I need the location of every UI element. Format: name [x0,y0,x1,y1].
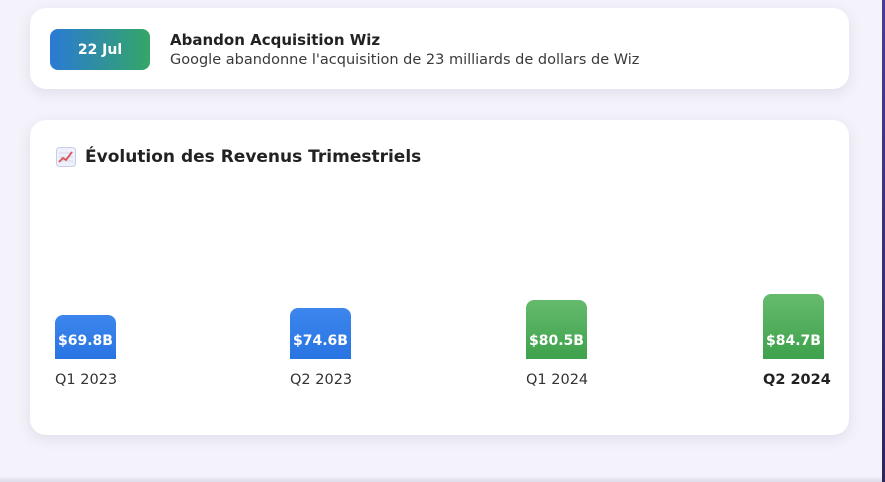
bar-rect: $74.6B [290,308,351,359]
category-label: Q1 2024 [526,372,589,388]
bar-value-label: $84.7B [766,333,821,349]
date-badge: 22 Jul [50,29,150,70]
bar-value-label: $69.8B [58,333,113,349]
bar-rect: $80.5B [526,300,587,359]
event-title: Abandon Acquisition Wiz [170,31,381,49]
category-label: Q1 2023 [55,372,118,388]
event-description: Google abandonne l'acquisition de 23 mil… [170,52,640,68]
bar-value-label: $80.5B [529,333,584,349]
bar-rect: $84.7B [763,294,824,359]
bottom-shadow [0,476,885,482]
chart-increasing-icon [56,147,76,167]
window-edge [882,0,885,482]
category-label: Q2 2024 [763,372,831,388]
category-label: Q2 2023 [290,372,353,388]
bar-q2-2024: $84.7B [763,294,824,359]
bar-q1-2023: $69.8B [55,315,116,359]
chart-title: Évolution des Revenus Trimestriels [56,147,421,167]
chart-title-text: Évolution des Revenus Trimestriels [85,147,422,167]
revenue-chart-card: Évolution des Revenus Trimestriels $69.8… [30,120,849,435]
bar-rect: $69.8B [55,315,116,359]
bar-q2-2023: $74.6B [290,308,351,359]
bar-q1-2024: $80.5B [526,300,587,359]
event-card: 22 Jul Abandon Acquisition Wiz Google ab… [30,8,849,89]
bar-value-label: $74.6B [293,333,348,349]
